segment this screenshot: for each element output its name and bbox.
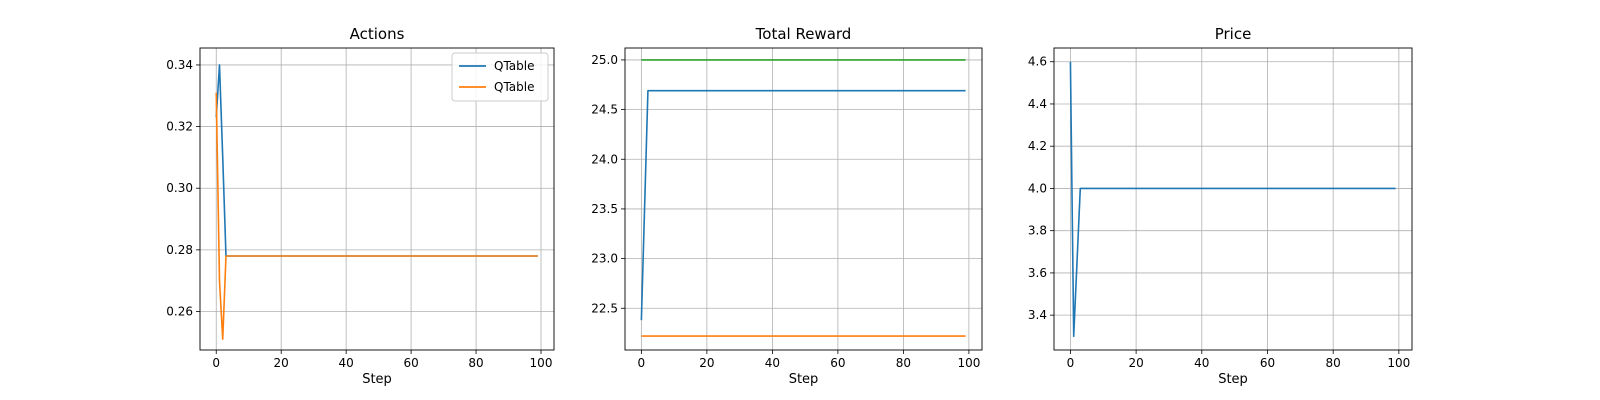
x-tick-label: 60 bbox=[403, 356, 418, 370]
x-tick-label: 100 bbox=[1387, 356, 1410, 370]
x-tick-label: 80 bbox=[896, 356, 911, 370]
x-tick-label: 20 bbox=[1128, 356, 1143, 370]
axes-frame bbox=[199, 47, 555, 351]
series-line-1 bbox=[1069, 61, 1396, 338]
y-tick-label: 24.5 bbox=[591, 103, 618, 117]
y-tick-label: 25.0 bbox=[591, 53, 618, 67]
y-tick-label: 22.5 bbox=[591, 301, 618, 315]
x-axis-label: Step bbox=[789, 372, 819, 387]
x-tick-label: 20 bbox=[699, 356, 714, 370]
y-tick-label: 0.26 bbox=[166, 304, 193, 318]
subplot-3: 0 20 40 60 80 100 3.4 3.6 3.8 4.0 4.2 4.4 4.6 Price St… bbox=[1028, 25, 1413, 387]
chart-title: Price bbox=[1215, 25, 1252, 43]
y-tick-label: 0.30 bbox=[166, 181, 193, 195]
legend-box bbox=[451, 52, 549, 102]
y-tick-label: 0.28 bbox=[166, 243, 193, 257]
y-tick-label: 0.32 bbox=[166, 120, 193, 134]
legend-label: QTable bbox=[494, 80, 534, 94]
x-tick-label: 100 bbox=[530, 356, 553, 370]
x-tick-label: 40 bbox=[1194, 356, 1209, 370]
y-tick-label: 0.34 bbox=[166, 58, 193, 72]
x-tick-label: 80 bbox=[468, 356, 483, 370]
x-tick-label: 20 bbox=[274, 356, 289, 370]
x-tick-label: 40 bbox=[765, 356, 780, 370]
x-tick-label: 100 bbox=[957, 356, 980, 370]
y-tick-label: 23.5 bbox=[591, 202, 618, 216]
x-tick-label: 0 bbox=[1067, 356, 1075, 370]
axes-frame bbox=[1053, 47, 1413, 351]
x-tick-label: 40 bbox=[339, 356, 354, 370]
y-tick-label: 4.0 bbox=[1028, 181, 1047, 195]
legend: QTable QTable bbox=[451, 52, 549, 102]
y-tick-label: 4.4 bbox=[1028, 97, 1047, 111]
legend-label: QTable bbox=[494, 59, 534, 73]
y-tick-label: 24.0 bbox=[591, 152, 618, 166]
y-tick-label: 23.0 bbox=[591, 252, 618, 266]
chart-title: Actions bbox=[350, 25, 405, 43]
series-line-1 bbox=[640, 89, 966, 321]
y-tick-label: 4.2 bbox=[1028, 139, 1047, 153]
y-tick-label: 3.6 bbox=[1028, 266, 1047, 280]
x-axis-label: Step bbox=[362, 372, 392, 387]
axes-frame bbox=[624, 47, 983, 351]
chart-title: Total Reward bbox=[755, 25, 852, 43]
x-axis-label: Step bbox=[1218, 372, 1248, 387]
x-tick-label: 60 bbox=[1260, 356, 1275, 370]
y-tick-label: 3.4 bbox=[1028, 308, 1047, 322]
y-tick-label: 4.6 bbox=[1028, 55, 1047, 69]
x-tick-label: 0 bbox=[212, 356, 220, 370]
x-tick-label: 0 bbox=[638, 356, 646, 370]
x-tick-label: 60 bbox=[830, 356, 845, 370]
y-tick-label: 3.8 bbox=[1028, 224, 1047, 238]
series-line-2 bbox=[215, 92, 538, 341]
x-tick-label: 80 bbox=[1326, 356, 1341, 370]
subplot-2: 0 20 40 60 80 100 22.5 23.0 23.5 24.0 24.5 25.0 Tota… bbox=[591, 25, 983, 387]
subplot-1: 0 20 40 60 80 100 0.26 0.28 0.30 0.32 0.34 Actions S… bbox=[166, 25, 555, 387]
